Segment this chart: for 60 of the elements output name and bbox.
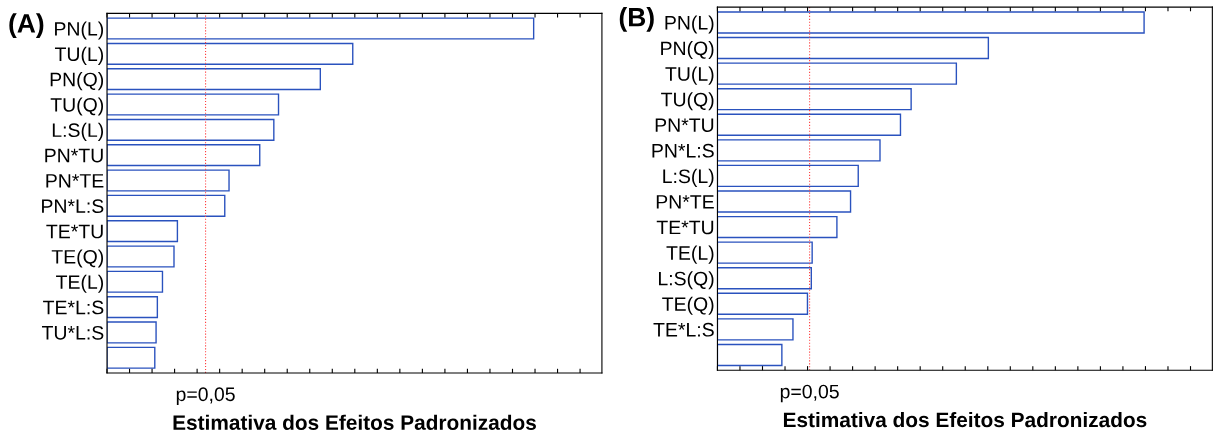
- y-tick-label: TU*L:S: [42, 325, 104, 340]
- y-tick-label: TU(L): [665, 66, 714, 85]
- bar: [717, 36, 990, 60]
- y-tick-label: TE*L:S: [653, 322, 714, 337]
- y-tick-label: PN*L:S: [42, 199, 104, 214]
- x-axis-title: Estimativa dos Efeitos Padronizados: [173, 414, 536, 430]
- bar: [107, 321, 157, 344]
- y-tick-label: TU(L): [54, 46, 104, 65]
- y-tick-label: PN*L:S: [652, 143, 714, 158]
- bar: [717, 292, 809, 315]
- bar: [107, 144, 261, 167]
- bar: [717, 343, 783, 367]
- bar: [717, 164, 859, 188]
- bar: [717, 11, 1145, 34]
- bar: [107, 220, 179, 243]
- y-tick-label: TE(Q): [662, 296, 714, 315]
- bar: [717, 190, 852, 213]
- bar: [107, 346, 156, 369]
- y-tick-label: L:S(L): [663, 168, 714, 187]
- chart-title: (B): [619, 7, 654, 32]
- bar: [107, 42, 354, 65]
- bar: [717, 113, 902, 136]
- y-tick-label: PN(L): [55, 21, 104, 40]
- y-tick-label: TE(L): [666, 245, 714, 264]
- bar: [107, 68, 322, 91]
- y-tick-label: PN(Q): [661, 40, 714, 60]
- bar: [717, 139, 881, 162]
- y-tick-label: TU(Q): [50, 97, 104, 116]
- bar: [717, 215, 838, 239]
- bar: [107, 169, 230, 192]
- bar: [717, 241, 813, 264]
- text: p=0,05: [780, 384, 839, 403]
- bar: [717, 267, 812, 290]
- bar: [107, 296, 159, 319]
- bar: [717, 318, 794, 341]
- y-tick-label: TE*L:S: [43, 300, 104, 315]
- x-axis-title: Estimativa dos Efeitos Padronizados: [783, 411, 1147, 428]
- bar: [107, 194, 226, 217]
- y-tick-label: TE(L): [56, 274, 104, 293]
- y-tick-label: PN(L): [665, 15, 714, 34]
- bar: [107, 245, 175, 268]
- bar: [107, 118, 275, 141]
- bar: [107, 93, 280, 116]
- y-tick-label: TE*TU: [46, 224, 103, 239]
- text: p=0,05: [176, 387, 235, 405]
- bar: [107, 270, 164, 293]
- y-tick-label: PN(Q): [50, 72, 104, 91]
- y-tick-label: PN*TU: [655, 118, 714, 132]
- y-tick-label: PN*TE: [46, 174, 104, 188]
- y-tick-label: TE*TU: [656, 220, 714, 235]
- chart-title: (A): [9, 13, 44, 38]
- y-tick-label: PN*TE: [656, 195, 714, 209]
- bar: [107, 17, 535, 40]
- bar: [717, 87, 912, 111]
- y-tick-label: L:S(L): [52, 122, 104, 141]
- y-tick-label: TU(Q): [661, 92, 714, 111]
- y-tick-label: TE(Q): [51, 249, 104, 268]
- y-tick-label: L:S(Q): [659, 271, 714, 290]
- bar: [717, 62, 958, 85]
- y-tick-label: PN*TU: [45, 148, 103, 163]
